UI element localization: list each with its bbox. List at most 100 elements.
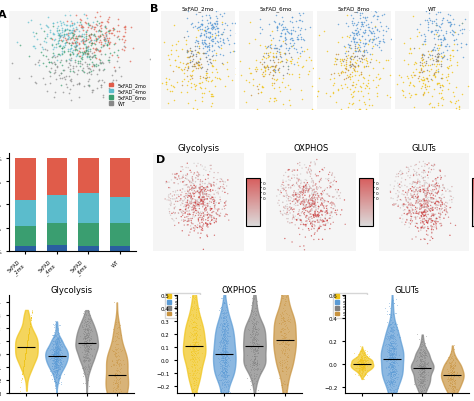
Point xyxy=(19,367,27,373)
Point xyxy=(83,63,91,70)
Point xyxy=(277,312,284,318)
Point xyxy=(165,197,173,204)
Point xyxy=(165,77,173,83)
Point xyxy=(105,58,112,64)
Point xyxy=(217,358,224,364)
Point xyxy=(182,195,189,202)
Point xyxy=(447,369,454,376)
Point xyxy=(189,358,197,365)
Point xyxy=(18,370,26,376)
Point xyxy=(292,29,299,35)
Point xyxy=(56,365,64,371)
Point xyxy=(208,23,215,29)
Point xyxy=(194,339,201,346)
Point xyxy=(321,215,329,222)
Point xyxy=(419,176,426,182)
Point xyxy=(418,358,425,365)
Point xyxy=(51,363,58,369)
Point xyxy=(24,338,31,344)
Point xyxy=(284,182,292,188)
Point xyxy=(49,32,56,38)
Point xyxy=(415,354,422,360)
Point xyxy=(201,203,209,209)
Point xyxy=(249,390,256,396)
Point xyxy=(52,346,60,353)
Point xyxy=(360,363,367,369)
Point xyxy=(120,44,128,50)
Point xyxy=(191,296,199,302)
Point xyxy=(190,205,198,212)
Point xyxy=(104,28,111,35)
Point xyxy=(85,336,92,343)
Point xyxy=(219,184,227,190)
Point xyxy=(451,101,459,107)
Point xyxy=(282,204,289,210)
Point xyxy=(219,310,227,316)
Point xyxy=(416,179,424,186)
Point xyxy=(283,341,291,348)
Point xyxy=(390,371,398,377)
Point xyxy=(185,209,193,215)
Point xyxy=(461,7,468,13)
Point xyxy=(330,71,337,77)
Point xyxy=(432,12,440,18)
Point xyxy=(364,355,372,362)
Point xyxy=(308,169,315,175)
Point xyxy=(51,365,59,371)
Point xyxy=(220,336,228,342)
Bar xyxy=(46,158,67,196)
Point xyxy=(71,40,79,47)
Point xyxy=(177,90,184,97)
Point xyxy=(296,213,303,219)
Point xyxy=(56,345,64,352)
Point xyxy=(391,393,398,399)
Point xyxy=(18,377,25,383)
Point xyxy=(358,356,365,363)
Point xyxy=(337,56,344,63)
Point xyxy=(394,180,401,187)
Point xyxy=(420,369,428,375)
Point xyxy=(418,383,426,389)
Point xyxy=(84,334,91,340)
Point xyxy=(266,50,274,57)
Point xyxy=(389,340,397,346)
Point xyxy=(274,67,282,73)
Point xyxy=(278,310,286,317)
Point xyxy=(289,192,297,198)
Point xyxy=(254,340,262,347)
Point xyxy=(357,370,365,376)
Point xyxy=(410,173,418,179)
Point xyxy=(436,183,443,190)
Point xyxy=(216,394,223,401)
Point xyxy=(193,197,201,204)
Point xyxy=(224,373,232,379)
Point xyxy=(310,179,317,185)
Point xyxy=(99,43,107,49)
Point xyxy=(349,66,357,73)
Point xyxy=(387,364,395,370)
Point xyxy=(361,15,368,22)
Point xyxy=(387,362,395,369)
Point xyxy=(262,66,269,73)
Point xyxy=(165,185,173,191)
Point xyxy=(189,214,197,221)
Point xyxy=(363,84,371,91)
Point xyxy=(82,335,90,342)
Point xyxy=(85,33,92,39)
Point xyxy=(426,183,433,190)
Point xyxy=(214,25,221,32)
Point xyxy=(352,82,360,88)
Point xyxy=(385,354,392,360)
Point xyxy=(23,344,30,350)
Point xyxy=(425,226,432,232)
Point xyxy=(389,355,396,362)
Point xyxy=(421,385,428,392)
Point xyxy=(111,373,118,379)
Point xyxy=(53,354,61,360)
Point xyxy=(394,44,401,51)
Point xyxy=(388,344,395,351)
Point xyxy=(212,219,220,225)
Point xyxy=(323,203,331,209)
Point xyxy=(171,174,179,181)
Point xyxy=(389,298,396,304)
